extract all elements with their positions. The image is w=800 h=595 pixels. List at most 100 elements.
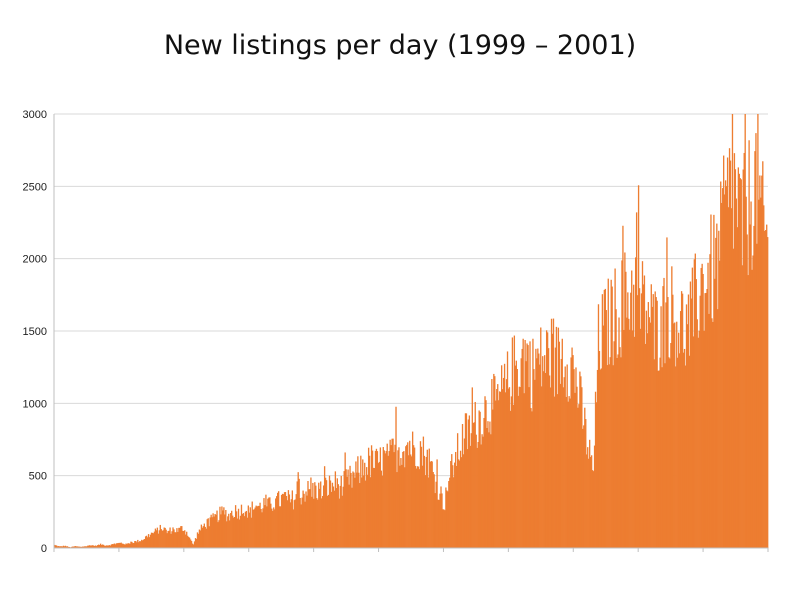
bar	[454, 462, 456, 548]
bar	[439, 493, 441, 548]
bar	[568, 396, 570, 548]
bar	[195, 538, 198, 548]
bar	[490, 434, 492, 548]
y-tick-label: 3000	[23, 109, 47, 121]
bar	[478, 410, 480, 548]
bar	[206, 519, 208, 548]
bar	[594, 391, 597, 548]
bar	[130, 541, 132, 548]
bar	[432, 472, 434, 548]
bar	[54, 544, 56, 548]
bar	[757, 114, 759, 548]
bar	[443, 509, 445, 548]
bar	[97, 545, 99, 548]
bar	[654, 291, 656, 548]
bar	[753, 225, 755, 548]
bar	[312, 482, 314, 548]
bar	[259, 502, 261, 548]
bar	[501, 389, 504, 548]
bar	[486, 427, 488, 548]
bar	[605, 310, 607, 548]
bar	[712, 321, 714, 548]
bar	[409, 440, 411, 548]
bar	[269, 497, 271, 548]
bar	[316, 498, 318, 548]
bar	[288, 494, 291, 548]
bar	[739, 178, 741, 548]
bar	[309, 489, 311, 548]
bar	[602, 325, 605, 548]
bar	[379, 447, 382, 548]
bar	[398, 447, 400, 548]
bar	[64, 545, 67, 548]
bar	[649, 322, 651, 548]
bar	[692, 336, 695, 548]
bar	[411, 431, 414, 548]
bar	[756, 243, 758, 548]
bar	[585, 419, 587, 548]
bar	[599, 369, 602, 548]
bar	[440, 486, 442, 548]
bar	[699, 295, 701, 548]
bar	[63, 546, 66, 548]
bar	[724, 180, 727, 549]
bar	[503, 363, 506, 548]
bar	[91, 545, 93, 548]
bar	[122, 543, 124, 548]
bar	[593, 445, 596, 548]
bar	[614, 268, 616, 548]
bar	[285, 496, 288, 548]
bar	[66, 546, 69, 548]
bar	[744, 114, 746, 548]
bar	[209, 517, 211, 548]
bar	[618, 317, 620, 548]
bar	[215, 514, 217, 548]
bar	[640, 293, 643, 548]
bar	[423, 455, 426, 548]
bar	[253, 509, 255, 548]
bar	[755, 133, 757, 549]
bar	[361, 477, 363, 548]
bar	[750, 201, 752, 549]
bar	[436, 459, 438, 548]
bar	[383, 450, 385, 548]
bar	[98, 544, 100, 548]
bar	[356, 472, 358, 548]
bar	[161, 530, 163, 548]
bar	[237, 508, 240, 548]
bar	[488, 432, 490, 548]
bar	[425, 456, 427, 548]
bar	[335, 488, 338, 548]
bar	[348, 484, 350, 548]
bar	[717, 309, 719, 548]
bar	[168, 530, 170, 548]
bar	[56, 546, 59, 548]
bar	[484, 396, 486, 548]
bar	[336, 478, 338, 548]
bar	[477, 441, 479, 548]
bar	[345, 469, 347, 548]
bar	[455, 451, 457, 548]
bar	[511, 337, 514, 548]
bar	[433, 474, 435, 548]
bar	[228, 513, 230, 548]
bar	[81, 546, 83, 548]
bar	[634, 257, 637, 548]
bar	[462, 454, 465, 548]
bar	[591, 470, 594, 548]
bar	[441, 493, 443, 548]
bar	[239, 515, 242, 548]
bar	[399, 465, 401, 548]
bar	[732, 248, 735, 548]
bar	[604, 288, 606, 548]
bar	[446, 490, 448, 548]
bar	[698, 330, 700, 548]
bar	[321, 498, 323, 548]
bar	[204, 526, 206, 548]
bar	[186, 531, 188, 548]
bar	[540, 327, 542, 548]
bar	[515, 360, 517, 548]
bar	[135, 541, 137, 548]
bar	[376, 451, 379, 548]
bar	[252, 509, 254, 548]
